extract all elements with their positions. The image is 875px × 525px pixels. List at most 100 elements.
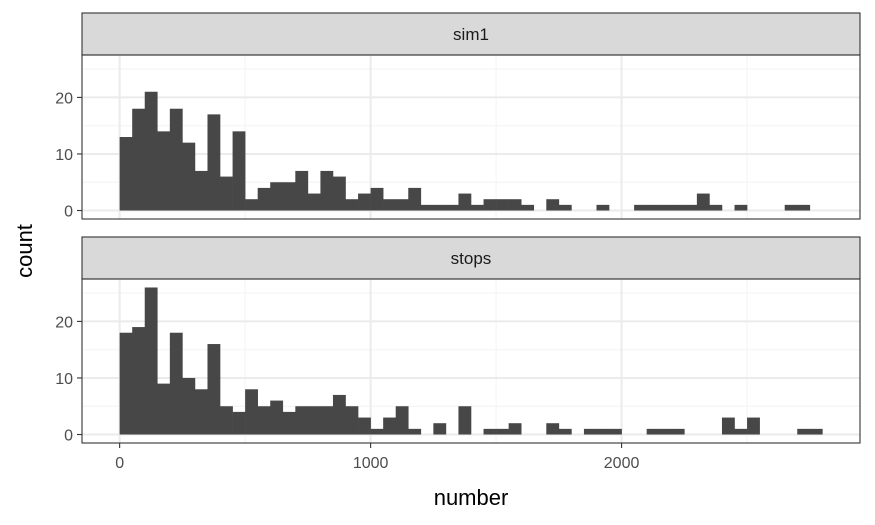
y-tick-label: 10	[55, 147, 73, 164]
histogram-bar	[797, 428, 811, 435]
histogram-bar	[445, 204, 459, 211]
histogram-bar	[220, 406, 233, 435]
facet-strip-label: stops	[451, 249, 492, 268]
histogram-bar	[295, 406, 309, 435]
histogram-bar	[496, 199, 509, 211]
histogram-bar	[295, 170, 309, 211]
histogram-bar	[797, 204, 811, 211]
histogram-bar	[245, 199, 258, 211]
y-tick-label: 20	[55, 314, 73, 331]
panel-border	[81, 278, 861, 444]
histogram-bar	[784, 204, 798, 211]
histogram-bar	[232, 131, 246, 211]
histogram-bar	[119, 332, 133, 435]
histogram-bar	[671, 204, 685, 211]
histogram-bar	[358, 417, 371, 435]
histogram-bar	[734, 428, 748, 435]
histogram-bars	[119, 91, 811, 211]
histogram-bar	[345, 199, 359, 211]
histogram-bar	[358, 193, 371, 211]
y-tick-label: 20	[55, 90, 73, 107]
histogram-bar	[458, 193, 472, 211]
y-tick-label: 10	[55, 371, 73, 388]
facet-strip-label: sim1	[453, 25, 489, 44]
panel-border	[81, 54, 861, 220]
histogram-bar	[659, 204, 673, 211]
histogram-bar	[508, 423, 522, 435]
histogram-bar	[483, 428, 497, 435]
histogram-bar	[132, 108, 146, 211]
y-tick-label: 0	[64, 428, 73, 445]
histogram-bar	[684, 204, 698, 211]
x-axis: 0 1000 2000	[115, 443, 639, 472]
histogram-bar	[408, 428, 422, 435]
histogram-bar	[395, 406, 409, 435]
facet-strip	[81, 236, 861, 280]
histogram-bar	[157, 383, 171, 435]
y-axis-title: count	[12, 224, 37, 278]
histogram-bar	[182, 142, 196, 211]
histogram-bar	[471, 204, 484, 211]
histogram-bar	[596, 428, 610, 435]
histogram-bar	[320, 406, 334, 435]
histogram-bar	[721, 417, 735, 435]
x-tick-label: 2000	[604, 455, 640, 472]
histogram-bar	[558, 204, 572, 211]
histogram-bar	[119, 137, 133, 211]
x-tick-label: 0	[115, 455, 124, 472]
histogram-bar	[132, 327, 146, 435]
histogram-bar	[282, 182, 296, 211]
histogram-bar	[332, 394, 346, 435]
histogram-bar	[169, 108, 183, 211]
histogram-bar	[546, 423, 560, 435]
histogram-bar	[496, 428, 509, 435]
histogram-bar	[257, 187, 271, 211]
histogram-bar	[634, 204, 647, 211]
histogram-bar	[169, 332, 183, 435]
histogram-bar	[696, 193, 710, 211]
x-axis-title: number	[434, 485, 509, 510]
histogram-bars	[119, 287, 823, 435]
histogram-bar	[370, 187, 384, 211]
histogram-bar	[734, 204, 748, 211]
histogram-bar	[521, 204, 535, 211]
histogram-bar	[320, 170, 334, 211]
histogram-bar	[709, 204, 723, 211]
histogram-bar	[646, 204, 660, 211]
histogram-bar	[307, 406, 321, 435]
histogram-bar	[257, 406, 271, 435]
facet-strip	[81, 12, 861, 56]
histogram-bar	[220, 176, 233, 211]
histogram-bar	[583, 428, 597, 435]
histogram-bar	[747, 417, 760, 435]
histogram-bar	[345, 406, 359, 435]
histogram-bar	[558, 428, 572, 435]
histogram-bar	[609, 428, 622, 435]
histogram-bar	[659, 428, 673, 435]
histogram-bar	[420, 204, 434, 211]
histogram-bar	[483, 199, 497, 211]
histogram-bar	[408, 187, 422, 211]
histogram-bar	[809, 428, 823, 435]
histogram-bar	[395, 199, 409, 211]
histogram-bar	[270, 400, 284, 435]
histogram-bar	[144, 287, 158, 435]
histogram-bar	[458, 406, 472, 435]
x-tick-label: 1000	[353, 455, 389, 472]
histogram-bar	[433, 423, 447, 435]
panels-layer: sim1 0 10 20 stops 0 10 20	[55, 12, 861, 445]
histogram-bar	[370, 428, 384, 435]
histogram-bar	[245, 389, 258, 435]
histogram-bar	[508, 199, 522, 211]
histogram-bar	[182, 377, 196, 435]
histogram-bar	[383, 417, 397, 435]
histogram-bar	[307, 193, 321, 211]
y-tick-label: 0	[64, 204, 73, 221]
histogram-bar	[332, 176, 346, 211]
histogram-bar	[546, 199, 560, 211]
histogram-bar	[232, 411, 246, 435]
histogram-bar	[433, 204, 447, 211]
histogram-bar	[207, 114, 221, 211]
histogram-bar	[194, 389, 208, 435]
